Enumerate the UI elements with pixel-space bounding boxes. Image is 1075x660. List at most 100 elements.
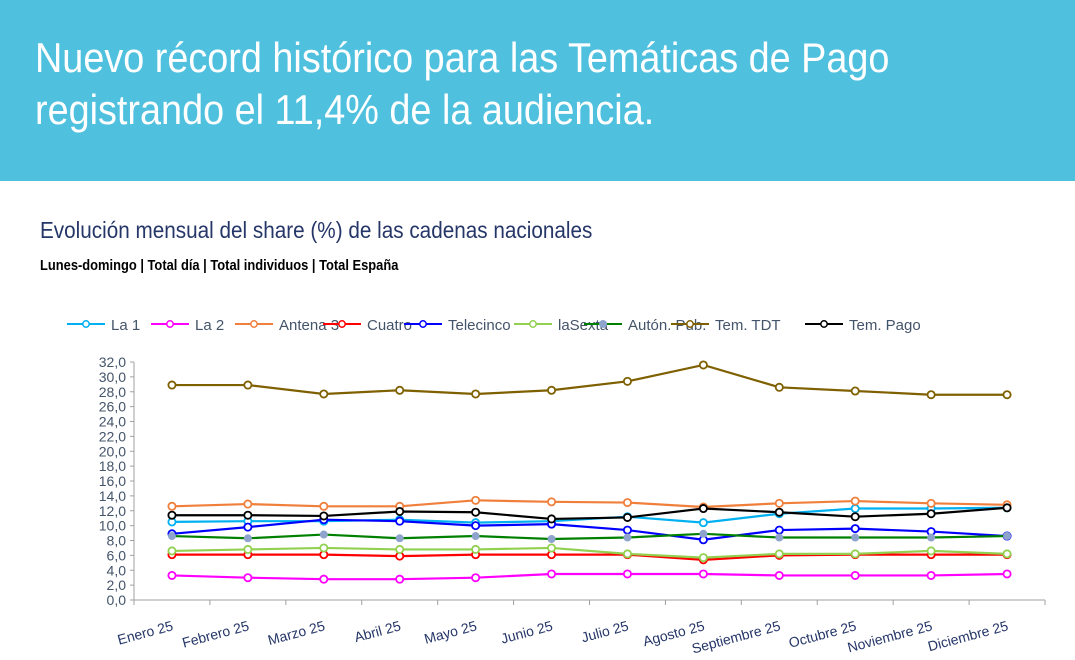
- data-point: [850, 386, 860, 396]
- y-tick-label: 20,0: [99, 443, 126, 459]
- data-point: [698, 360, 708, 370]
- x-tick-label: Julio 25: [579, 617, 630, 645]
- series-aut-n-pub-: [167, 529, 1012, 544]
- data-point: [698, 518, 708, 528]
- data-point: [850, 570, 860, 580]
- data-point: [927, 533, 936, 542]
- data-point: [698, 553, 708, 563]
- data-point: [547, 385, 557, 395]
- data-point: [547, 569, 557, 579]
- data-point: [167, 501, 177, 511]
- data-point: [547, 514, 557, 524]
- data-point: [243, 380, 253, 390]
- y-tick-label: 6,0: [107, 547, 127, 563]
- data-point: [395, 385, 405, 395]
- series-lasexta: [167, 543, 1012, 563]
- series-la-2: [167, 569, 1012, 584]
- data-point: [926, 570, 936, 580]
- legend-marker: [82, 320, 90, 328]
- data-point: [243, 534, 252, 543]
- data-point: [167, 546, 177, 556]
- legend-item: Autón. Pub.: [584, 317, 706, 334]
- legend-marker: [250, 320, 258, 328]
- data-point: [774, 507, 784, 517]
- series-line: [171, 518, 1008, 541]
- x-tick-label: Junio 25: [499, 617, 554, 646]
- y-tick-label: 24,0: [99, 414, 126, 430]
- x-tick-label: Febrero 25: [180, 617, 250, 650]
- legend-label: Autón. Pub.: [628, 317, 706, 334]
- y-tick-label: 26,0: [99, 399, 126, 415]
- x-tick-label: Mayo 25: [422, 617, 478, 646]
- y-tick-label: 32,0: [99, 354, 126, 370]
- legend-marker: [686, 320, 694, 328]
- data-point: [395, 506, 405, 516]
- data-point: [774, 525, 784, 535]
- headline-line-2: registrando el 11,4% de la audiencia.: [35, 86, 655, 133]
- y-tick-label: 4,0: [107, 562, 127, 578]
- data-point: [774, 570, 784, 580]
- data-point: [471, 507, 481, 517]
- legend: La 1 La 2 Antena 3 Cuatro Telecinco laSexta Au…: [67, 317, 921, 334]
- series-line: [171, 572, 1008, 581]
- legend-label: La 1: [111, 317, 140, 334]
- legend-marker: [820, 320, 828, 328]
- x-tick-label: Abril 25: [352, 617, 402, 645]
- legend-item: Antena 3: [235, 317, 339, 334]
- data-point: [395, 544, 405, 554]
- legend-item: Tem. Pago: [805, 317, 921, 334]
- legend-label: Antena 3: [279, 317, 339, 334]
- x-tick-label: Diciembre 25: [926, 617, 1010, 654]
- data-point: [471, 389, 481, 399]
- data-point: [395, 534, 404, 543]
- data-point: [623, 533, 632, 542]
- series-antena-3: [167, 495, 1012, 512]
- data-point: [471, 532, 480, 541]
- series-line: [171, 499, 1008, 509]
- data-point: [319, 543, 329, 553]
- legend-item: laSexta: [514, 317, 609, 334]
- data-point: [926, 390, 936, 400]
- x-tick-label: Marzo 25: [266, 617, 327, 648]
- data-point: [698, 504, 708, 514]
- data-point: [850, 524, 860, 534]
- data-point: [926, 509, 936, 519]
- series-line: [171, 546, 1008, 559]
- legend-label: laSexta: [558, 317, 609, 334]
- legend-label: Telecinco: [448, 317, 511, 334]
- legend-marker: [166, 320, 174, 328]
- series-line: [171, 532, 1008, 541]
- data-point: [395, 574, 405, 584]
- legend-item: Cuatro: [323, 317, 412, 334]
- series-line: [171, 553, 1008, 561]
- y-tick-label: 30,0: [99, 369, 126, 385]
- data-point: [698, 569, 708, 579]
- legend-marker: [599, 320, 607, 328]
- data-point: [622, 498, 632, 508]
- data-point: [622, 569, 632, 579]
- data-point: [926, 498, 936, 508]
- headline-line-1: Nuevo récord histórico para las Temática…: [35, 34, 890, 81]
- series-tem-pago: [167, 503, 1012, 524]
- data-point: [622, 549, 632, 559]
- y-tick-label: 8,0: [107, 533, 127, 549]
- data-point: [1002, 390, 1012, 400]
- data-point: [851, 533, 860, 542]
- y-tick-label: 28,0: [99, 384, 126, 400]
- chart-subtitle: Lunes-domingo | Total día | Total indivi…: [40, 257, 399, 274]
- data-point: [167, 510, 177, 520]
- data-point: [243, 544, 253, 554]
- data-point: [850, 496, 860, 506]
- data-point: [547, 535, 556, 544]
- data-point: [471, 521, 481, 531]
- data-point: [850, 512, 860, 522]
- data-point: [622, 525, 632, 535]
- legend-marker: [419, 320, 427, 328]
- legend-item: Telecinco: [404, 317, 511, 334]
- y-tick-label: 16,0: [99, 473, 126, 489]
- data-point: [471, 544, 481, 554]
- y-tick-label: 22,0: [99, 428, 126, 444]
- data-point: [471, 573, 481, 583]
- legend-label: Cuatro: [367, 317, 412, 334]
- data-point: [319, 389, 329, 399]
